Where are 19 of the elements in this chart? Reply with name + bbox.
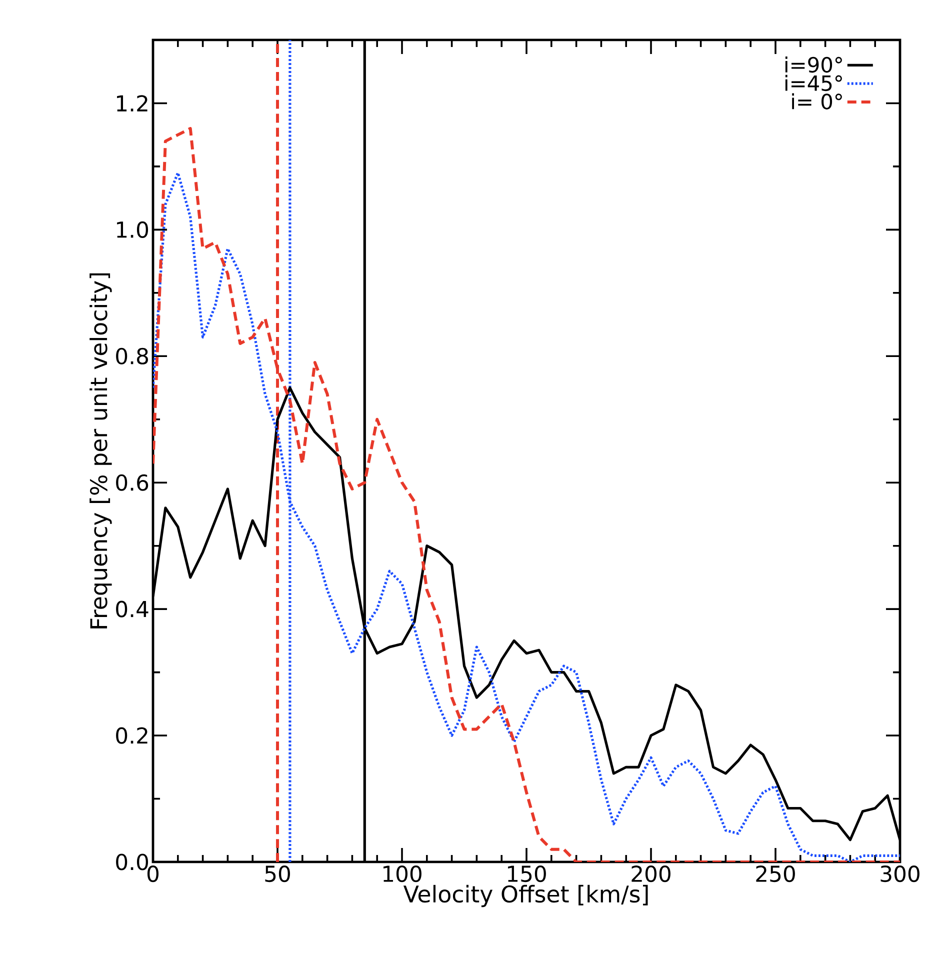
legend-label: i=90° bbox=[785, 56, 842, 73]
x-tick-label: 150 bbox=[508, 866, 546, 882]
x-tick-label: 300 bbox=[880, 866, 920, 882]
y-tick-label: 1.2 bbox=[117, 95, 148, 112]
x-axis-title: Velocity Offset [km/s] bbox=[403, 884, 648, 908]
y-tick-label: 0.0 bbox=[116, 854, 148, 870]
x-tick-label: 250 bbox=[756, 866, 795, 882]
y-tick-label: 1.0 bbox=[117, 221, 148, 238]
y-axis-title: Frequency [% per unit velocity] bbox=[90, 273, 112, 628]
x-tick-label: 50 bbox=[265, 866, 290, 882]
y-tick-label: 0.8 bbox=[116, 348, 148, 364]
y-tick-label: 0.6 bbox=[116, 474, 148, 491]
x-tick-label: 0 bbox=[147, 866, 159, 882]
legend-label: i=45° bbox=[785, 74, 842, 92]
x-tick-label: 100 bbox=[383, 866, 422, 882]
y-tick-label: 0.2 bbox=[116, 727, 148, 744]
y-tick-label: 0.4 bbox=[116, 600, 148, 618]
legend-label: i= 0° bbox=[792, 93, 842, 110]
x-tick-label: 200 bbox=[632, 866, 670, 882]
